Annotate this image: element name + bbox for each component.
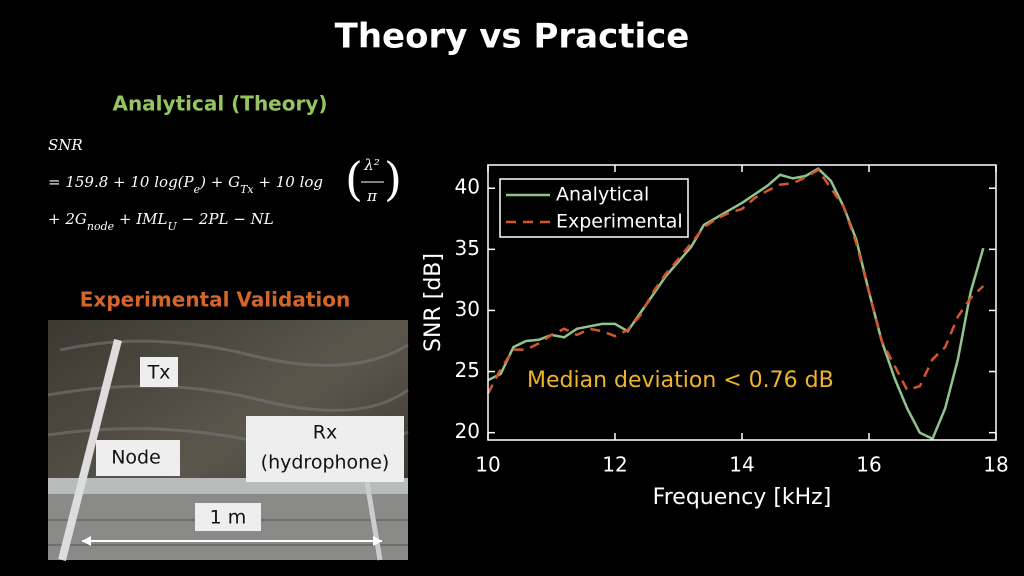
theory-heading: Analytical (Theory) — [112, 92, 327, 116]
equation-term: ) + G — [199, 173, 240, 191]
fraction-numerator: λ² — [363, 156, 380, 174]
equation-line: + 2Gnode + IMLU − 2PL − NL — [48, 210, 274, 233]
series-line — [486, 168, 985, 395]
equation-lhs: SNR — [48, 136, 83, 154]
plot-frame — [487, 164, 997, 441]
series-line — [487, 167, 985, 441]
y-tick-label: 35 — [455, 236, 480, 260]
equation-line: = 159.8 + 10 log(Pe) + GTx + 10 log — [48, 173, 323, 196]
paren: ) — [384, 152, 402, 206]
photo: Tx Node Rx (hydrophone) 1 m — [47, 320, 409, 561]
x-axis-label: Frequency [kHz] — [653, 485, 832, 510]
x-tick-label: 16 — [856, 453, 881, 477]
equation-subscript: node — [87, 220, 115, 233]
node-label: Node — [111, 447, 161, 469]
x-tick-label: 14 — [729, 453, 754, 477]
equation-subscript: e — [194, 183, 201, 196]
x-tick-label: 18 — [983, 453, 1008, 477]
fraction-denominator: π — [366, 187, 378, 205]
rx-note: (hydrophone) — [261, 452, 390, 474]
equation-term: + 10 log — [254, 173, 323, 191]
distance-label: 1 m — [210, 507, 247, 529]
rx-pole — [362, 469, 383, 561]
label-box — [195, 503, 261, 531]
equation-subscript: U — [168, 220, 178, 233]
y-tick-label: 20 — [455, 419, 480, 443]
legend-box — [499, 178, 689, 238]
x-tick-label: 12 — [602, 453, 627, 477]
equation-term: − 2PL − NL — [177, 210, 274, 228]
slide-title: Theory vs Practice — [335, 17, 690, 57]
equation-subscript: Tx — [240, 183, 254, 196]
equation-term: + IML — [114, 210, 167, 228]
pipe — [58, 339, 122, 561]
annotation: Median deviation < 0.76 dB — [527, 368, 834, 393]
equation-term: = 159.8 + 10 log(P — [48, 173, 195, 191]
legend-label: Analytical — [556, 184, 649, 206]
y-tick-label: 25 — [455, 358, 480, 382]
paren: ( — [345, 152, 363, 206]
rx-label: Rx — [313, 422, 337, 444]
label-box — [140, 357, 178, 387]
label-box — [246, 416, 404, 482]
equation-term: + 2G — [48, 210, 87, 228]
x-tick-label: 10 — [475, 453, 500, 477]
tx-label: Tx — [147, 362, 171, 384]
y-axis-label: SNR [dB] — [421, 253, 446, 352]
legend-label: Experimental — [556, 211, 683, 233]
experiment-heading: Experimental Validation — [80, 288, 350, 312]
chart: 20 25 30 35 40 10 12 14 16 18 Frequency [kHz] SNR [… — [421, 164, 1009, 510]
label-box — [96, 440, 180, 476]
y-tick-label: 30 — [455, 297, 480, 321]
y-tick-label: 40 — [455, 175, 480, 199]
